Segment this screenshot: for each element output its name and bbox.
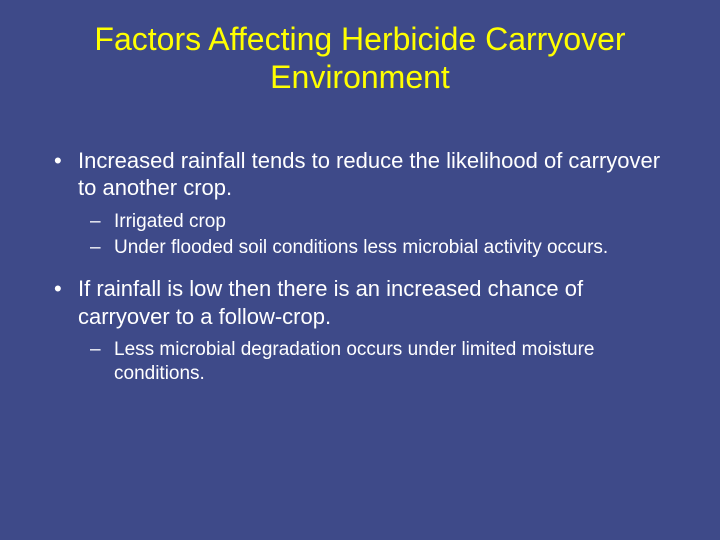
sub-bullet-text: Under flooded soil conditions less micro… bbox=[114, 236, 680, 260]
bullet-marker: • bbox=[50, 147, 78, 175]
sub-bullet-item: – Irrigated crop bbox=[50, 210, 680, 234]
bullet-marker: • bbox=[50, 275, 78, 303]
sub-bullet-group: – Less microbial degradation occurs unde… bbox=[50, 338, 680, 386]
sub-bullet-item: – Less microbial degradation occurs unde… bbox=[50, 338, 680, 386]
slide: Factors Affecting Herbicide Carryover En… bbox=[0, 0, 720, 540]
sub-bullet-item: – Under flooded soil conditions less mic… bbox=[50, 236, 680, 260]
sub-bullet-text: Less microbial degradation occurs under … bbox=[114, 338, 680, 386]
title-line-2: Environment bbox=[270, 59, 450, 95]
bullet-item: • If rainfall is low then there is an in… bbox=[50, 275, 680, 330]
title-line-1: Factors Affecting Herbicide Carryover bbox=[94, 21, 625, 57]
bullet-text: Increased rainfall tends to reduce the l… bbox=[78, 147, 680, 202]
dash-marker: – bbox=[90, 338, 114, 362]
dash-marker: – bbox=[90, 210, 114, 234]
slide-title: Factors Affecting Herbicide Carryover En… bbox=[40, 20, 680, 97]
bullet-text: If rainfall is low then there is an incr… bbox=[78, 275, 680, 330]
slide-content: • Increased rainfall tends to reduce the… bbox=[40, 147, 680, 386]
bullet-item: • Increased rainfall tends to reduce the… bbox=[50, 147, 680, 202]
sub-bullet-text: Irrigated crop bbox=[114, 210, 680, 234]
sub-bullet-group: – Irrigated crop – Under flooded soil co… bbox=[50, 210, 680, 260]
dash-marker: – bbox=[90, 236, 114, 260]
